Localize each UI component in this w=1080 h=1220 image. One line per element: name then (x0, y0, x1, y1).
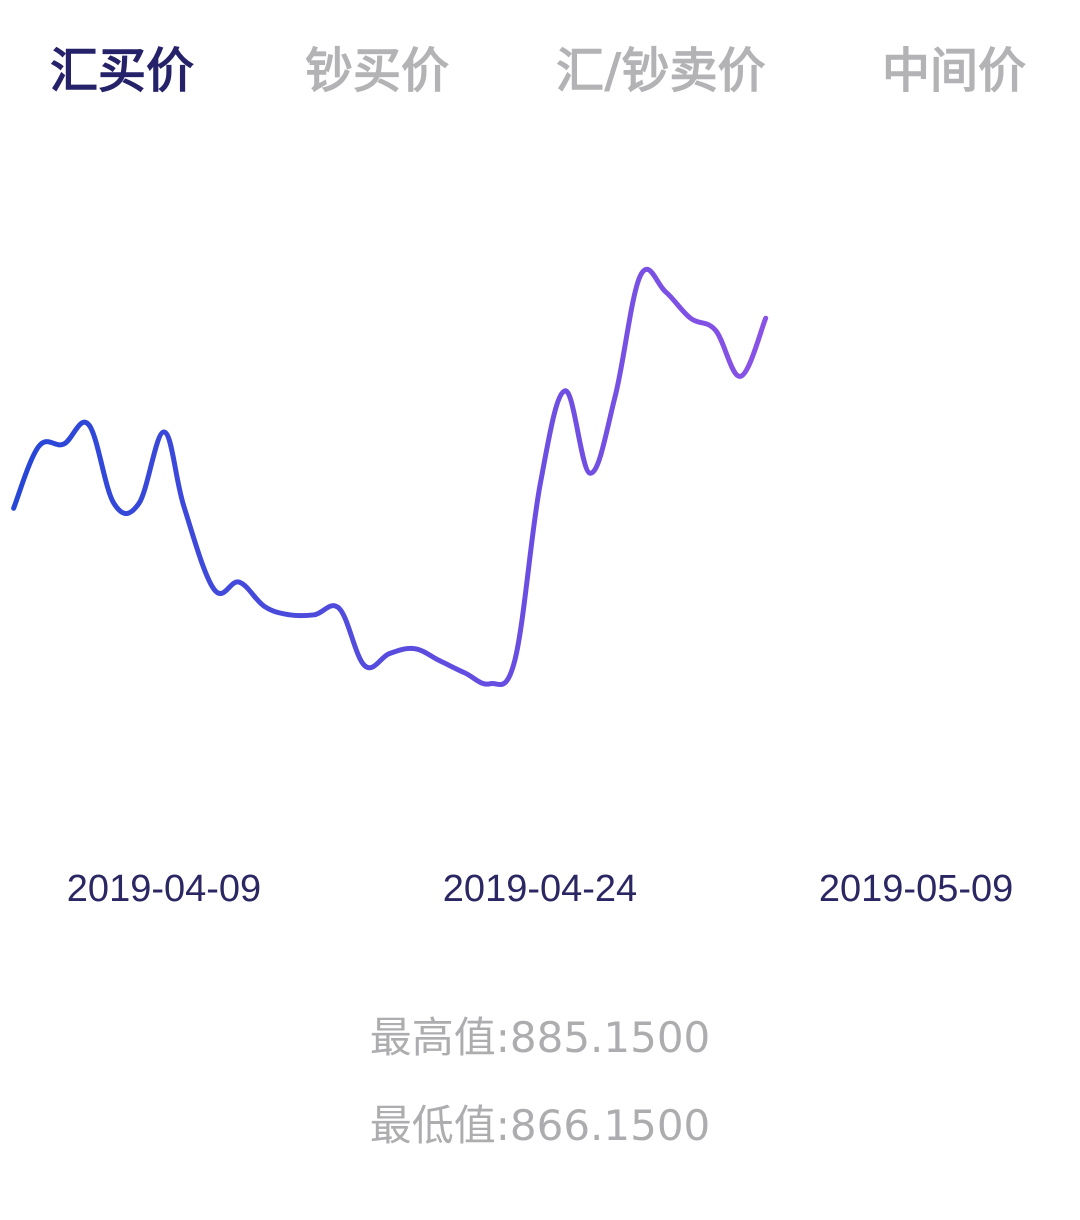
min-value-stat: 最低值:866.1500 (0, 1100, 1080, 1152)
max-value-label: 最高值: (369, 1013, 510, 1062)
x-tick-label: 2019-04-09 (67, 868, 261, 910)
min-value-label: 最低值: (369, 1101, 510, 1150)
tab-cash-buy[interactable]: 钞买价 (305, 43, 450, 99)
max-value: 885.1500 (509, 1013, 711, 1062)
tab-middle-rate[interactable]: 中间价 (882, 43, 1027, 99)
max-value-stat: 最高值:885.1500 (0, 1012, 1080, 1064)
tab-remittance-cash-sell[interactable]: 汇/钞卖价 (556, 43, 766, 99)
x-tick-label: 2019-05-09 (819, 868, 1013, 910)
tab-remittance-buy[interactable]: 汇买价 (50, 43, 195, 99)
series-line-0 (11, 266, 769, 687)
price-type-tabs: 汇买价 钞买价 汇/钞卖价 中间价 (0, 0, 1080, 150)
min-value: 866.1500 (509, 1101, 711, 1150)
rate-line-chart: 2019-04-09 2019-04-24 2019-05-09 (11, 266, 1013, 910)
x-tick-label: 2019-04-24 (443, 868, 637, 910)
